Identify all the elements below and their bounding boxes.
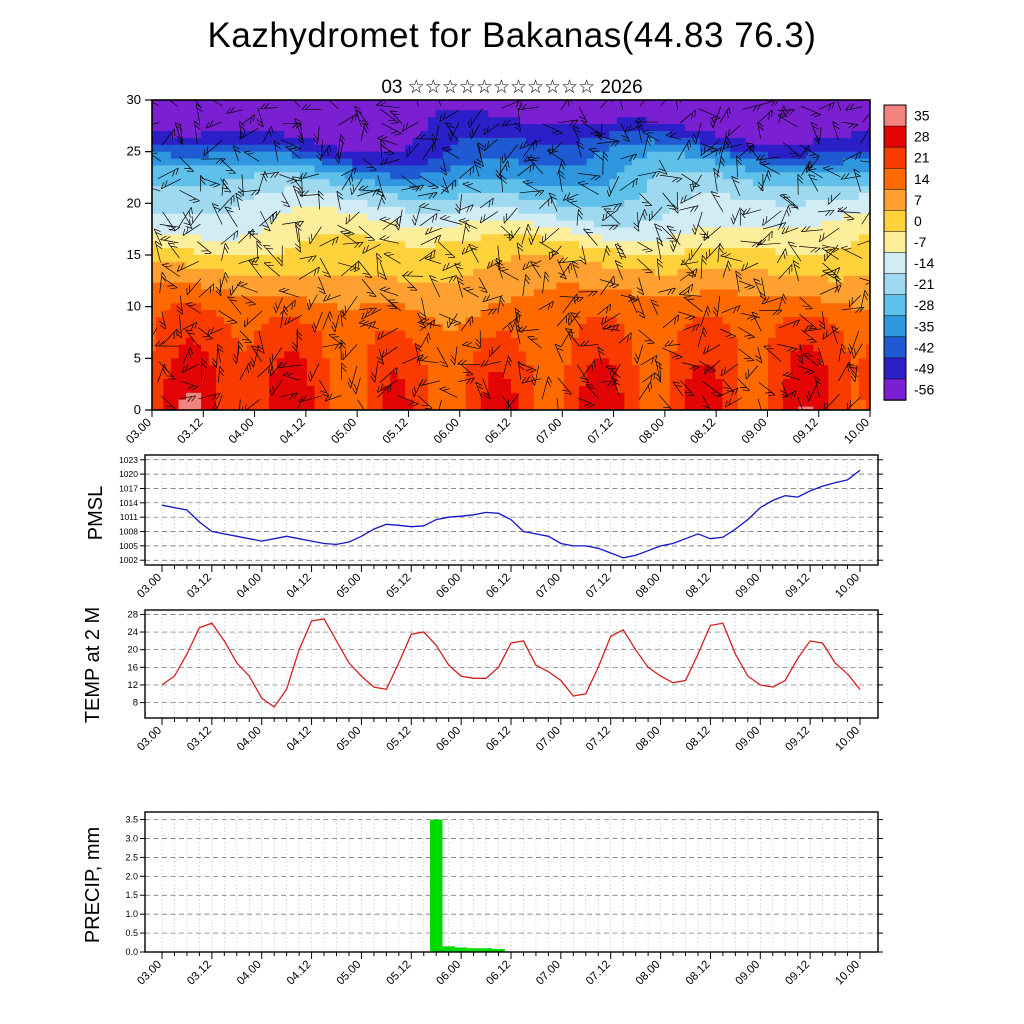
page-subtitle: 03 ☆☆☆☆☆☆☆☆☆☆☆ 2026 bbox=[381, 77, 643, 98]
svg-text:30: 30 bbox=[127, 95, 141, 107]
svg-text:20: 20 bbox=[127, 645, 138, 656]
svg-text:08.12: 08.12 bbox=[684, 572, 713, 601]
svg-text:1005: 1005 bbox=[119, 541, 138, 551]
svg-text:0: 0 bbox=[134, 402, 141, 417]
svg-text:06.00: 06.00 bbox=[431, 415, 462, 446]
svg-text:03.12: 03.12 bbox=[174, 415, 205, 446]
svg-text:-35: -35 bbox=[914, 318, 934, 334]
svg-text:25: 25 bbox=[127, 144, 141, 159]
svg-text:03.12: 03.12 bbox=[185, 572, 214, 601]
svg-text:20: 20 bbox=[127, 195, 141, 210]
svg-text:10.00: 10.00 bbox=[833, 572, 862, 601]
svg-text:35: 35 bbox=[914, 108, 930, 124]
svg-text:05.12: 05.12 bbox=[379, 415, 410, 446]
svg-text:09.12: 09.12 bbox=[783, 725, 812, 754]
svg-text:-28: -28 bbox=[914, 297, 934, 313]
svg-text:05.12: 05.12 bbox=[385, 572, 414, 601]
svg-text:0.5: 0.5 bbox=[125, 928, 138, 938]
svg-text:0: 0 bbox=[914, 213, 922, 229]
svg-text:2.0: 2.0 bbox=[125, 871, 138, 881]
svg-text:06.00: 06.00 bbox=[434, 725, 463, 754]
svg-text:3.0: 3.0 bbox=[125, 833, 138, 843]
svg-text:03.00: 03.00 bbox=[135, 572, 164, 601]
svg-text:06.00: 06.00 bbox=[434, 572, 463, 601]
svg-text:10.00: 10.00 bbox=[841, 415, 872, 446]
svg-text:07.00: 07.00 bbox=[533, 415, 564, 446]
svg-text:04.00: 04.00 bbox=[235, 572, 264, 601]
svg-text:07.00: 07.00 bbox=[534, 725, 563, 754]
svg-text:-7: -7 bbox=[914, 234, 927, 250]
svg-text:08.12: 08.12 bbox=[687, 415, 718, 446]
svg-text:1020: 1020 bbox=[119, 469, 138, 479]
svg-text:1.5: 1.5 bbox=[125, 890, 138, 900]
svg-text:16: 16 bbox=[127, 662, 138, 673]
svg-text:07.12: 07.12 bbox=[585, 415, 616, 446]
svg-text:08.12: 08.12 bbox=[684, 725, 713, 754]
cross-section-chart: 0 5 10 15 20 25 30 03.00 03.12 04.00 04.12 05.00 05.… bbox=[123, 95, 934, 446]
svg-text:07.12: 07.12 bbox=[584, 572, 613, 601]
svg-text:1008: 1008 bbox=[119, 527, 138, 537]
svg-text:09.12: 09.12 bbox=[783, 572, 812, 601]
svg-text:1017: 1017 bbox=[119, 483, 138, 493]
svg-text:14: 14 bbox=[914, 171, 930, 187]
svg-text:24: 24 bbox=[127, 627, 138, 638]
svg-text:1002: 1002 bbox=[119, 555, 138, 565]
svg-text:21: 21 bbox=[914, 150, 930, 166]
page-title: Kazhydromet for Bakanas(44.83 76.3) bbox=[207, 16, 817, 55]
svg-text:08.00: 08.00 bbox=[634, 572, 663, 601]
svg-text:04.00: 04.00 bbox=[226, 415, 257, 446]
svg-text:03.00: 03.00 bbox=[123, 415, 154, 446]
svg-text:05.00: 05.00 bbox=[335, 725, 364, 754]
svg-text:09.00: 09.00 bbox=[738, 415, 769, 446]
svg-text:05.12: 05.12 bbox=[385, 725, 414, 754]
svg-text:8: 8 bbox=[133, 698, 138, 709]
svg-text:2.5: 2.5 bbox=[125, 852, 138, 862]
svg-text:07.00: 07.00 bbox=[534, 572, 563, 601]
svg-text:06.12: 06.12 bbox=[484, 725, 513, 754]
svg-text:-14: -14 bbox=[914, 255, 934, 271]
svg-text:05.00: 05.00 bbox=[328, 415, 359, 446]
svg-text:-56: -56 bbox=[914, 381, 934, 397]
svg-text:10: 10 bbox=[127, 299, 141, 314]
svg-text:03.00: 03.00 bbox=[135, 725, 164, 754]
pmsl-chart: 1002 1005 1008 1011 1014 1017 1020 1023 03.00 03.… bbox=[119, 454, 883, 601]
svg-text:0.0: 0.0 bbox=[125, 947, 138, 957]
svg-text:1.0: 1.0 bbox=[125, 909, 138, 919]
svg-text:1023: 1023 bbox=[119, 455, 138, 465]
svg-text:10.00: 10.00 bbox=[833, 725, 862, 754]
svg-text:05.00: 05.00 bbox=[335, 572, 364, 601]
temp-chart: 8 12 16 20 24 28 03.00 03.12 04.00 04.12 05.00 05.1… bbox=[127, 609, 883, 754]
svg-text:08.00: 08.00 bbox=[636, 415, 667, 446]
svg-text:-49: -49 bbox=[914, 360, 934, 376]
svg-text:1014: 1014 bbox=[119, 498, 138, 508]
svg-text:1011: 1011 bbox=[120, 512, 139, 522]
svg-text:-42: -42 bbox=[914, 339, 934, 355]
svg-text:7: 7 bbox=[914, 192, 922, 208]
svg-text:04.12: 04.12 bbox=[285, 572, 314, 601]
precip-chart: 0.00.51.01.52.02.53.03.503.00 03.12 04.00 0… bbox=[125, 811, 883, 987]
svg-text:03.12: 03.12 bbox=[185, 725, 214, 754]
svg-text:09.00: 09.00 bbox=[734, 725, 763, 754]
svg-text:06.12: 06.12 bbox=[484, 572, 513, 601]
svg-text:09.00: 09.00 bbox=[734, 572, 763, 601]
svg-text:28: 28 bbox=[127, 609, 138, 620]
svg-text:08.00: 08.00 bbox=[634, 725, 663, 754]
svg-text:-21: -21 bbox=[914, 276, 934, 292]
svg-text:12: 12 bbox=[127, 680, 138, 691]
svg-text:5: 5 bbox=[134, 350, 141, 365]
svg-text:06.12: 06.12 bbox=[482, 415, 513, 446]
svg-text:09.12: 09.12 bbox=[790, 415, 821, 446]
svg-text:3.5: 3.5 bbox=[125, 815, 138, 825]
svg-text:15: 15 bbox=[127, 247, 141, 262]
svg-text:07.12: 07.12 bbox=[584, 725, 613, 754]
svg-text:04.12: 04.12 bbox=[277, 415, 308, 446]
svg-text:04.00: 04.00 bbox=[235, 725, 264, 754]
svg-text:04.12: 04.12 bbox=[285, 725, 314, 754]
svg-text:28: 28 bbox=[914, 129, 930, 145]
